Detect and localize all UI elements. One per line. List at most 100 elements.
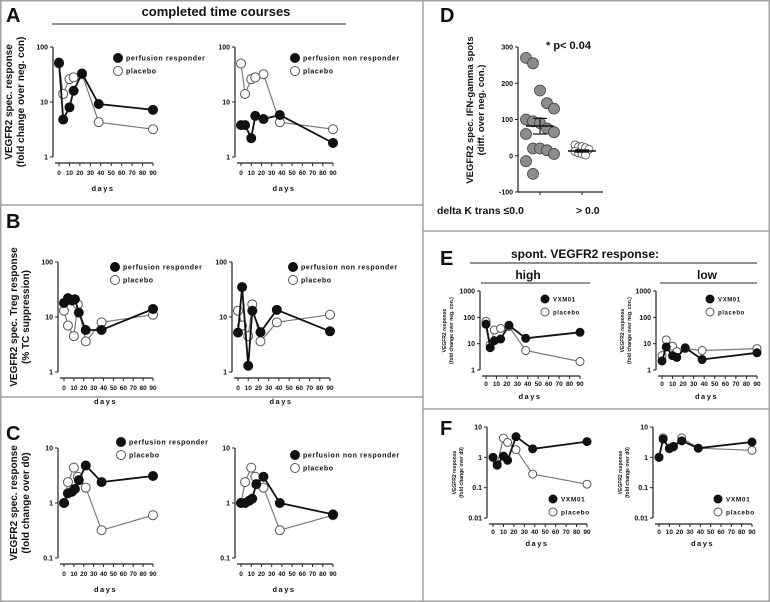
series-treatment — [233, 282, 335, 371]
x-tick-label: 90 — [149, 170, 157, 177]
legend-marker — [113, 66, 123, 76]
data-point — [58, 88, 69, 99]
data-point — [59, 498, 69, 508]
data-point — [488, 452, 498, 462]
legend-marker — [288, 275, 298, 285]
x-tick-label: 80 — [743, 381, 751, 388]
data-point — [233, 327, 243, 338]
x-tick-label: 60 — [717, 529, 725, 536]
panel-letter-d: D — [440, 5, 454, 27]
data-point — [80, 325, 91, 336]
x-tick-label: 80 — [319, 571, 327, 578]
legend-marker — [705, 294, 715, 304]
data-point — [271, 317, 282, 328]
legend-marker — [290, 463, 300, 473]
data-point — [64, 102, 75, 113]
data-point — [693, 443, 703, 453]
legend-marker — [548, 494, 558, 504]
data-point — [240, 477, 251, 488]
y-axis-title: VEGFR2 spec. response — [4, 44, 15, 160]
legend-marker — [705, 307, 715, 317]
y-tick-label: 0.1 — [472, 485, 482, 492]
data-point — [575, 357, 585, 367]
x-tick-label: 10 — [248, 170, 256, 177]
y-axis-title: VEGFR2 response — [620, 308, 626, 352]
x-tick-label: 80 — [319, 170, 327, 177]
data-point — [68, 85, 79, 96]
legend-label: VXM01 — [718, 298, 741, 304]
y-tick-label: 100 — [501, 117, 513, 124]
x-tick-label: 40 — [97, 170, 105, 177]
data-point — [80, 482, 91, 493]
data-point — [328, 137, 338, 148]
series-treatment — [654, 434, 757, 462]
y-tick-label: 0.1 — [638, 485, 648, 492]
y-tick-label: 0.1 — [43, 556, 53, 563]
data-point — [504, 320, 514, 330]
x-axis-title: days — [691, 539, 714, 548]
y-tick-label: 100 — [36, 45, 48, 52]
series-placebo — [59, 299, 158, 347]
x-tick-label: 30 — [521, 529, 529, 536]
x-tick-label: 10 — [493, 381, 501, 388]
data-point — [481, 319, 491, 329]
y-tick-label: 10 — [643, 341, 651, 348]
data-point — [93, 117, 104, 128]
data-point — [68, 72, 79, 83]
data-point — [658, 434, 668, 444]
x-tick-label: 90 — [329, 170, 337, 177]
data-point — [73, 475, 84, 486]
x-tick-label: 70 — [732, 381, 740, 388]
data-point — [240, 120, 251, 131]
y-tick-label: 1 — [49, 501, 53, 508]
legend-marker — [110, 262, 120, 272]
y-tick-label: 1 — [226, 501, 230, 508]
x-tick-label: 40 — [100, 571, 108, 578]
data-point — [697, 355, 707, 365]
x-tick-label: 90 — [149, 571, 157, 578]
data-point — [250, 110, 261, 121]
series-treatment — [59, 460, 158, 508]
data-point — [575, 327, 585, 337]
x-tick-label: 80 — [573, 529, 581, 536]
x-tick-label: 50 — [288, 571, 296, 578]
y-tick-label: 0.1 — [220, 556, 230, 563]
x-tick-label: 50 — [542, 529, 550, 536]
y-tick-label: 0.01 — [468, 516, 482, 523]
data-point — [58, 114, 69, 125]
x-tick-label: 80 — [738, 529, 746, 536]
series-treatment — [488, 432, 592, 470]
legend-marker — [290, 53, 300, 63]
data-point — [243, 360, 254, 371]
data-point — [258, 471, 269, 482]
x-tick-label: 70 — [130, 571, 138, 578]
legend-label: perfusion non responder — [303, 56, 400, 63]
data-point — [93, 98, 104, 109]
data-point — [527, 167, 539, 180]
series-placebo — [59, 462, 158, 536]
x-axis-title: days — [91, 184, 114, 193]
x-tick-label: 70 — [130, 385, 138, 392]
group-0: delta K trans ≤0.0 — [437, 51, 560, 217]
x-tick-label: 60 — [545, 381, 553, 388]
y-tick-label: 10 — [45, 446, 53, 453]
series-treatment — [481, 319, 585, 353]
panel-letter-e: E — [440, 248, 453, 270]
x-tick-label: 40 — [701, 381, 709, 388]
y-axis-title: (diff. over neg. con.) — [476, 65, 487, 156]
x-tick-label: 50 — [285, 385, 293, 392]
panel-letter-c: C — [6, 423, 20, 445]
x-tick-label: 0 — [491, 529, 495, 536]
legend-marker — [290, 66, 300, 76]
x-tick-label: 70 — [128, 170, 136, 177]
legend-label: VXM01 — [553, 298, 576, 304]
legend-label: perfusion responder — [123, 265, 202, 272]
y-axis-title: (fold change over neg. con) — [16, 37, 27, 168]
data-point — [236, 58, 246, 69]
y-tick-label: 10 — [40, 100, 48, 107]
x-tick-label: 90 — [748, 529, 756, 536]
legend-label: placebo — [126, 69, 157, 76]
data-point — [520, 155, 532, 168]
